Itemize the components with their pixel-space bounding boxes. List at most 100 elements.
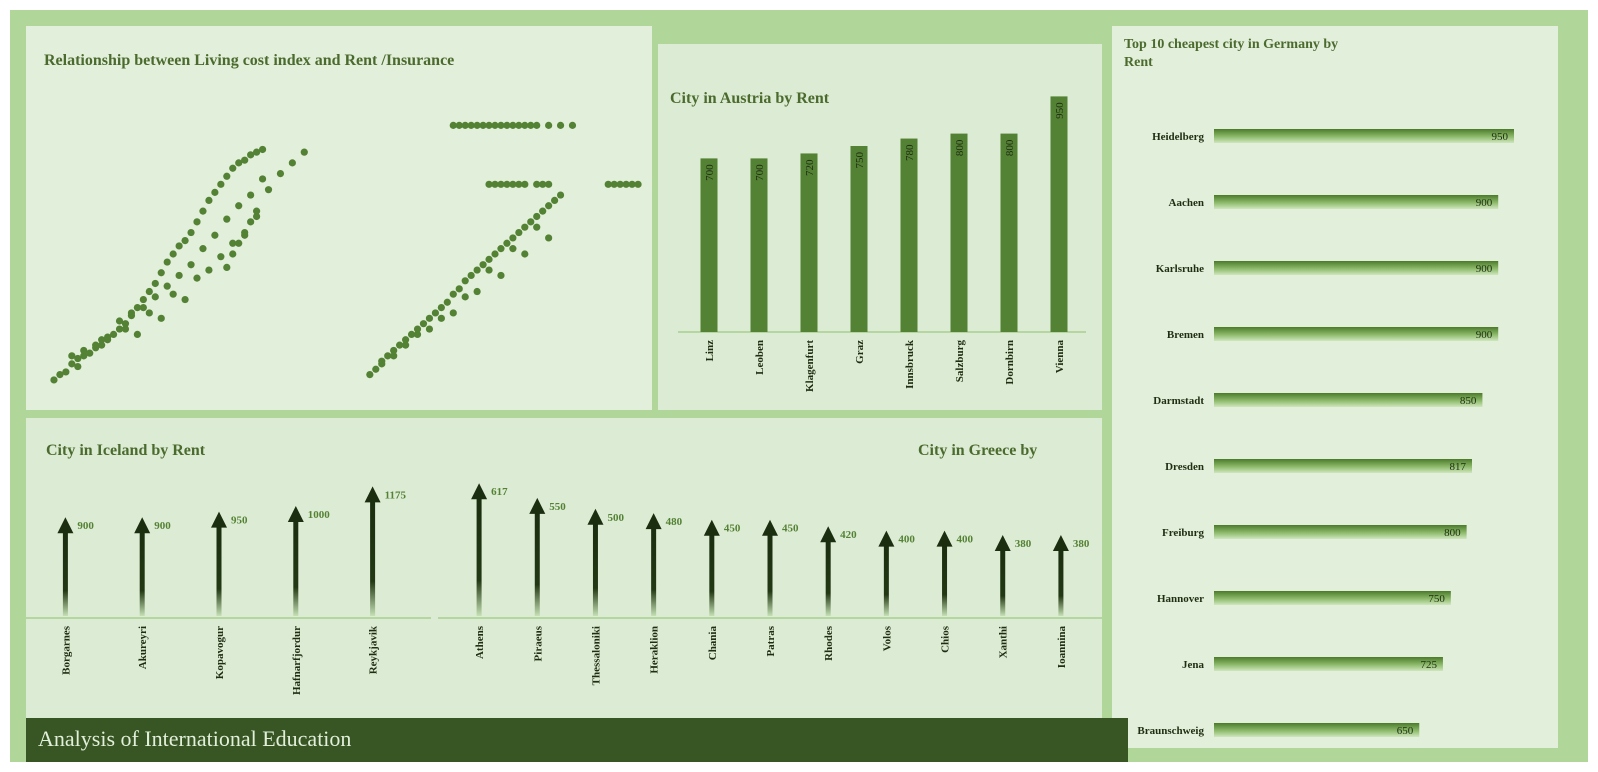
- scatter-point: [157, 269, 165, 277]
- scatter-point: [151, 279, 159, 288]
- scatter-point: [258, 145, 267, 154]
- greece-arrow-head: [878, 530, 895, 547]
- germany-category-label: Karlsruhe: [1156, 263, 1204, 275]
- scatter-point: [545, 180, 553, 188]
- scatter-point: [390, 352, 398, 360]
- iceland-bar: [62, 531, 68, 616]
- scatter-point: [247, 151, 255, 159]
- germany-category-label: Dresden: [1165, 461, 1204, 473]
- scatter-point: [491, 250, 499, 258]
- scatter-point: [402, 336, 410, 344]
- scatter-point: [467, 271, 475, 280]
- greece-arrow-head: [471, 483, 488, 500]
- germany-data-label: 850: [1460, 395, 1477, 407]
- germany-bar: [1214, 327, 1499, 341]
- greece-category-label: Rhodes: [823, 625, 835, 661]
- iceland-category-label: Borgarnes: [60, 625, 72, 675]
- greece-bar: [767, 533, 773, 616]
- footer-banner: Analysis of International Education: [26, 718, 1128, 762]
- scatter-point: [521, 250, 529, 258]
- iceland-data-label: 1000: [308, 509, 331, 521]
- germany-bar: [1214, 723, 1420, 737]
- scatter-point: [533, 121, 541, 129]
- scatter-point: [390, 346, 398, 355]
- scatter-point: [515, 180, 523, 188]
- austria-category-label: Vienna: [1054, 340, 1066, 374]
- scatter-point: [515, 121, 523, 129]
- scatter-point: [539, 207, 547, 215]
- scatter-point: [491, 180, 499, 188]
- scatter-point: [449, 121, 457, 129]
- iceland-panel: City in Iceland by Rent 900 Borgarnes 900 A…: [26, 418, 438, 718]
- scatter-point: [98, 341, 106, 349]
- austria-title: City in Austria by Rent: [670, 90, 830, 107]
- austria-data-label: 780: [904, 144, 916, 161]
- greece-data-label: 500: [607, 512, 624, 524]
- germany-panel: Top 10 cheapest city in Germany by Rent …: [1112, 26, 1558, 748]
- greece-chart: 617 Athens 550 Piraeus 500 Thessaloniki 480 Her…: [438, 483, 1102, 685]
- scatter-point: [419, 320, 428, 328]
- greece-arrow-head: [1052, 534, 1069, 551]
- scatter-point: [521, 180, 529, 188]
- germany-bar: [1214, 591, 1451, 605]
- scatter-point: [276, 170, 285, 178]
- scatter-point: [181, 237, 189, 245]
- austria-category-label: Linz: [704, 340, 716, 362]
- scatter-point: [568, 121, 577, 129]
- greece-category-label: Chania: [707, 626, 719, 661]
- greece-panel: City in Greece by 617 Athens 550 Piraeus 500…: [438, 418, 1102, 718]
- germany-data-label: 900: [1476, 197, 1493, 209]
- austria-category-label: Leoben: [754, 340, 766, 375]
- greece-category-label: Chios: [940, 625, 952, 653]
- scatter-point: [68, 360, 76, 368]
- scatter-point: [151, 293, 159, 301]
- greece-arrow-head: [936, 530, 953, 547]
- scatter-point: [437, 304, 445, 312]
- scatter-point: [247, 218, 255, 226]
- germany-data-label: 817: [1450, 461, 1467, 473]
- greece-data-label: 420: [840, 529, 857, 541]
- greece-bar: [592, 522, 598, 616]
- austria-bar: [950, 133, 968, 332]
- scatter-point: [509, 180, 517, 188]
- scatter-point: [74, 362, 82, 371]
- scatter-point: [115, 325, 124, 333]
- iceland-category-label: Kopavogur: [214, 626, 226, 679]
- scatter-point: [527, 218, 535, 226]
- germany-data-label: 650: [1397, 725, 1414, 737]
- scatter-point: [497, 180, 505, 188]
- scatter-point: [62, 368, 70, 376]
- scatter-point: [300, 148, 308, 156]
- greece-data-label: 450: [782, 523, 799, 535]
- austria-bar: [700, 158, 718, 332]
- greece-arrow-head: [703, 519, 720, 536]
- greece-bar: [709, 533, 715, 616]
- scatter-point: [634, 180, 642, 188]
- scatter-point: [497, 245, 505, 253]
- scatter-point: [169, 250, 177, 258]
- germany-bar: [1214, 525, 1467, 539]
- scatter-point: [205, 196, 213, 204]
- scatter-point: [384, 352, 392, 360]
- scatter-point: [50, 376, 58, 384]
- iceland-bar: [216, 525, 222, 616]
- greece-arrow-head: [994, 534, 1011, 551]
- scatter-point: [163, 258, 171, 266]
- scatter-point: [133, 330, 141, 338]
- germany-data-label: 725: [1420, 659, 1437, 671]
- scatter-point: [247, 191, 255, 199]
- scatter-point: [175, 242, 183, 250]
- scatter-point: [413, 330, 422, 338]
- germany-category-label: Hannover: [1157, 593, 1204, 605]
- scatter-point: [372, 365, 380, 373]
- scatter-point: [556, 191, 565, 199]
- scatter-point: [503, 180, 511, 188]
- scatter-point: [521, 223, 529, 231]
- scatter-point: [545, 121, 553, 129]
- greece-bar: [476, 497, 482, 616]
- greece-data-label: 617: [491, 486, 508, 498]
- scatter-point: [491, 121, 499, 129]
- austria-data-label: 800: [1004, 139, 1016, 156]
- scatter-point: [175, 271, 183, 280]
- scatter-point: [503, 239, 511, 247]
